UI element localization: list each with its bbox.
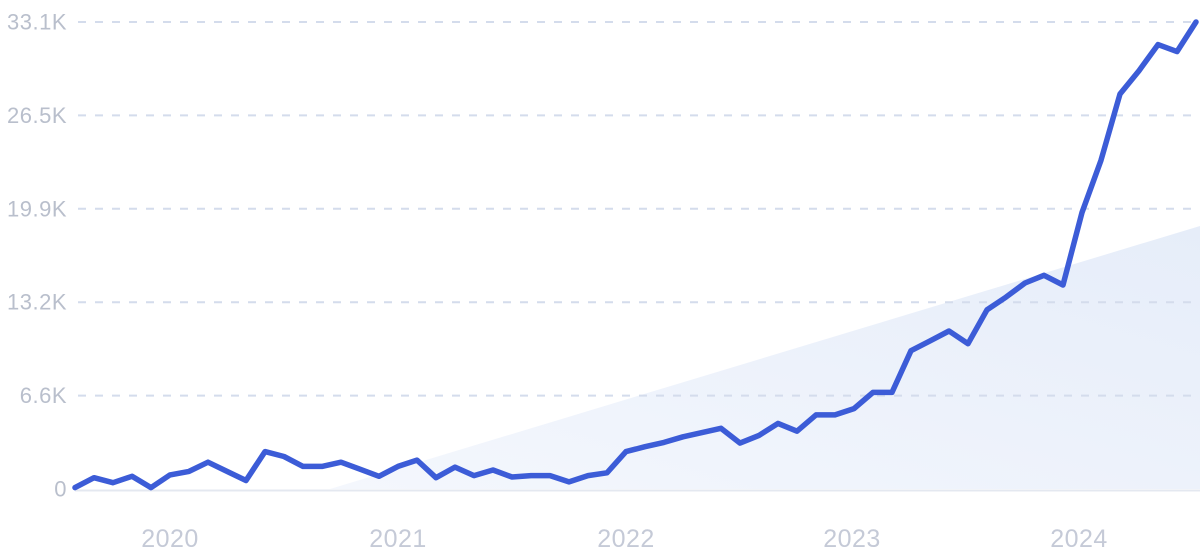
x-axis-label: 2023: [823, 525, 881, 553]
trend-line: [72, 19, 1199, 491]
x-axis-label: 2022: [597, 525, 655, 553]
y-axis-label: 6.6K: [20, 383, 67, 408]
x-axis-label: 2024: [1050, 525, 1108, 553]
trend-wedge-area: [330, 226, 1200, 489]
x-axis-label: 2020: [141, 525, 199, 553]
x-axis-label: 2021: [369, 525, 427, 553]
y-axis-label: 19.9K: [7, 196, 67, 221]
y-axis-label: 26.5K: [7, 103, 67, 128]
y-axis-label: 0: [54, 477, 67, 502]
y-axis-label: 13.2K: [7, 290, 67, 315]
y-axis-label: 33.1K: [7, 10, 67, 35]
